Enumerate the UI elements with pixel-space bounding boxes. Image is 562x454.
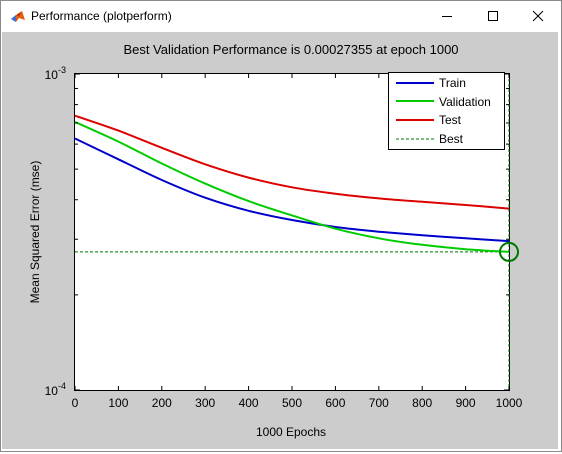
minimize-button[interactable] bbox=[424, 1, 470, 32]
legend-label-best: Best bbox=[439, 132, 464, 146]
x-tick-label: 500 bbox=[282, 396, 302, 410]
legend-label-test: Test bbox=[439, 113, 462, 127]
y-tick-label: 10-3 bbox=[45, 65, 66, 82]
x-tick-label: 400 bbox=[239, 396, 259, 410]
legend-label-train: Train bbox=[439, 76, 466, 90]
x-tick-label: 700 bbox=[369, 396, 389, 410]
x-tick-label: 300 bbox=[195, 396, 215, 410]
close-icon bbox=[532, 10, 544, 22]
performance-chart: Best Validation Performance is 0.0002735… bbox=[28, 42, 523, 439]
x-tick-label: 800 bbox=[412, 396, 432, 410]
legend-label-validation: Validation bbox=[439, 95, 491, 109]
x-axis-label: 1000 Epochs bbox=[256, 425, 326, 439]
maximize-icon bbox=[488, 11, 498, 21]
x-tick-label: 600 bbox=[325, 396, 345, 410]
matlab-icon bbox=[10, 8, 26, 24]
tick-layer: 0 100 200 300 400 500 600 700 800 900 1000 10-3 10-4 bbox=[45, 65, 523, 410]
series-line-validation bbox=[74, 121, 510, 253]
close-button[interactable] bbox=[515, 1, 561, 32]
maximize-button[interactable] bbox=[470, 1, 516, 32]
legend[interactable]: Train Validation Test Best bbox=[388, 72, 505, 150]
window-title: Performance (plotperform) bbox=[31, 9, 172, 23]
y-tick-label: 10-4 bbox=[45, 381, 66, 398]
chart-title: Best Validation Performance is 0.0002735… bbox=[123, 42, 458, 57]
x-tick-label: 0 bbox=[72, 396, 79, 410]
figure-canvas: Best Validation Performance is 0.0002735… bbox=[2, 32, 558, 449]
x-tick-label: 100 bbox=[108, 396, 128, 410]
series-line-test bbox=[74, 114, 510, 210]
x-tick-label: 200 bbox=[152, 396, 172, 410]
series-line-train bbox=[74, 137, 510, 243]
series-layer bbox=[74, 74, 519, 390]
legend-box bbox=[388, 72, 505, 150]
title-bar[interactable]: Performance (plotperform) bbox=[1, 1, 561, 32]
x-tick-label: 900 bbox=[456, 396, 476, 410]
best-marker bbox=[499, 241, 519, 262]
y-axis-label: Mean Squared Error (mse) bbox=[28, 161, 42, 304]
minimize-icon bbox=[442, 16, 452, 17]
x-tick-label: 1000 bbox=[496, 396, 523, 410]
